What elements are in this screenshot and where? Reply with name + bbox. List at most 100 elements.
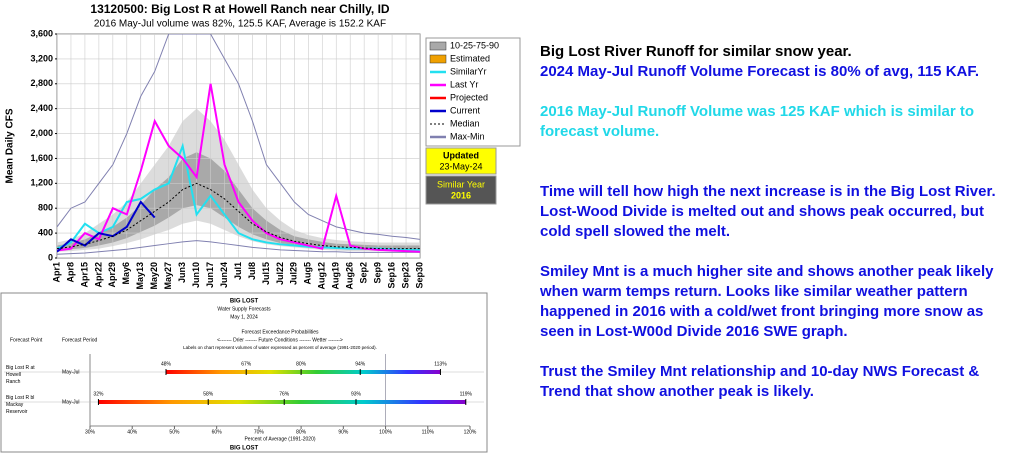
x-tick-label: Sep30 [414, 262, 424, 289]
x-tick-label: 60% [212, 429, 223, 435]
x-tick-label: Jun24 [219, 262, 229, 288]
x-tick-label: 110% [422, 429, 435, 435]
x-tick-label: 100% [379, 429, 392, 435]
y-tick-label: 800 [38, 203, 53, 213]
y-axis-label: Mean Daily CFS [5, 108, 16, 183]
x-tick-label: 120% [464, 429, 477, 435]
forecast-title: BIG LOST [230, 299, 259, 305]
x-tick-label: Aug12 [317, 262, 327, 290]
col-period: Forecast Period [62, 337, 98, 343]
x-tick-label: Sep9 [372, 262, 382, 284]
legend-label: SimilarYr [450, 66, 487, 76]
x-tick-label: Aug5 [303, 262, 313, 285]
updated-date: 23-May-24 [439, 161, 482, 171]
y-tick-label: 1,600 [30, 153, 53, 163]
x-axis-label: Percent of Average (1991-2020) [244, 436, 315, 442]
y-tick-label: 1,200 [30, 178, 53, 188]
forecast-point: Big Lost R bl Mackay Reservoir [6, 395, 34, 415]
y-tick-label: 3,600 [30, 28, 53, 38]
updated-box [425, 147, 497, 175]
forecast-subtitle: Water Supply Forecasts [217, 306, 271, 312]
y-tick-label: 3,200 [30, 53, 53, 63]
series-line [57, 200, 156, 253]
x-tick-label: Apr22 [93, 262, 103, 288]
forecast-point: Big Lost R at Howell Ranch [6, 365, 35, 385]
forecast-footer: BIG LOST [230, 446, 259, 452]
x-tick-label: 40% [127, 429, 138, 435]
forecast-period: May-Jul [62, 369, 80, 375]
y-tick-label: 400 [38, 227, 53, 237]
x-tick-label: Aug19 [331, 262, 341, 290]
chart-title: 13120500: Big Lost R at Howell Ranch nea… [90, 2, 390, 16]
range-bar [98, 400, 466, 404]
similar-year-box [425, 175, 497, 205]
forecast-period: May-Jul [62, 399, 80, 405]
legend-label: 10-25-75-90 [450, 40, 499, 50]
legend-label: Median [450, 118, 480, 128]
y-tick-label: 2,000 [30, 128, 53, 138]
note: Smiley Mnt is a much higher site and sho… [540, 263, 994, 340]
forecast-chart: BIG LOST Water Supply Forecasts May 1, 2… [0, 292, 488, 453]
x-tick-label: 70% [254, 429, 265, 435]
legend-label: Estimated [450, 53, 490, 63]
y-tick-label: 2,800 [30, 78, 53, 88]
hydrograph: 13120500: Big Lost R at Howell Ranch nea… [0, 0, 530, 290]
x-tick-label: Jul1 [233, 262, 243, 280]
legend-swatch [429, 41, 447, 51]
note: 2016 May-Jul Runoff Volume was 125 KAF w… [540, 103, 975, 140]
value-label: 94% [355, 361, 366, 367]
value-label: 80% [296, 361, 307, 367]
value-label: 113% [434, 361, 447, 367]
x-tick-label: Jul15 [261, 262, 271, 285]
x-tick-label: Jul8 [247, 262, 257, 280]
similar-year-label: Similar Year [437, 179, 485, 189]
forecast-note: Labels on chart represent volumes of wat… [183, 345, 377, 350]
note: Trust the Smiley Mnt relationship and 10… [540, 363, 980, 400]
min-line [57, 240, 420, 255]
note: 2024 May-Jul Runoff Volume Forecast is 8… [540, 63, 980, 80]
note: Time will tell how high the next increas… [540, 183, 996, 240]
value-label: 48% [161, 361, 172, 367]
x-tick-label: May27 [163, 262, 173, 290]
x-tick-label: 80% [296, 429, 307, 435]
value-label: 119% [460, 391, 473, 397]
legend-label: Projected [450, 92, 488, 102]
series-line [57, 142, 420, 251]
x-tick-label: Apr15 [79, 262, 89, 288]
legend-swatch [429, 54, 447, 64]
forecast-date: May 1, 2024 [230, 314, 258, 320]
x-tick-label: May6 [121, 262, 131, 285]
forecast-heading: Forecast Exceedance Probabilities [242, 329, 319, 335]
x-tick-label: Jun3 [177, 262, 187, 283]
notes: Big Lost River Runoff for similar snow y… [540, 42, 1010, 402]
x-tick-label: 50% [169, 429, 180, 435]
legend-label: Last Yr [450, 79, 478, 89]
value-label: 32% [93, 391, 104, 397]
col-point: Forecast Point [10, 337, 43, 343]
value-label: 76% [279, 391, 290, 397]
x-tick-label: Aug26 [345, 262, 355, 290]
y-tick-label: 2,400 [30, 103, 53, 113]
x-tick-label: Jun17 [205, 262, 215, 288]
x-tick-label: Apr1 [51, 262, 61, 283]
x-tick-label: Jun10 [191, 262, 201, 288]
x-tick-label: Sep2 [359, 262, 369, 284]
similar-year-value: 2016 [451, 190, 471, 200]
range-bar [166, 370, 441, 374]
chart-subtitle: 2016 May-Jul volume was 82%, 125.5 KAF, … [94, 19, 386, 30]
max-line [57, 34, 420, 240]
plot [57, 34, 420, 258]
y-tick-label: 0 [48, 252, 53, 262]
note: Big Lost River Runoff for similar snow y… [540, 43, 852, 60]
series-line [57, 182, 420, 250]
updated-label: Updated [443, 150, 479, 160]
x-tick-label: Sep23 [400, 262, 410, 289]
x-tick-label: May20 [149, 262, 159, 290]
value-label: 67% [241, 361, 252, 367]
value-label: 93% [351, 391, 362, 397]
x-tick-label: 90% [338, 429, 349, 435]
direction: <------- Drier ------- Future Conditions… [217, 337, 343, 343]
x-tick-label: Apr29 [107, 262, 117, 288]
x-tick-label: Jul29 [289, 262, 299, 285]
